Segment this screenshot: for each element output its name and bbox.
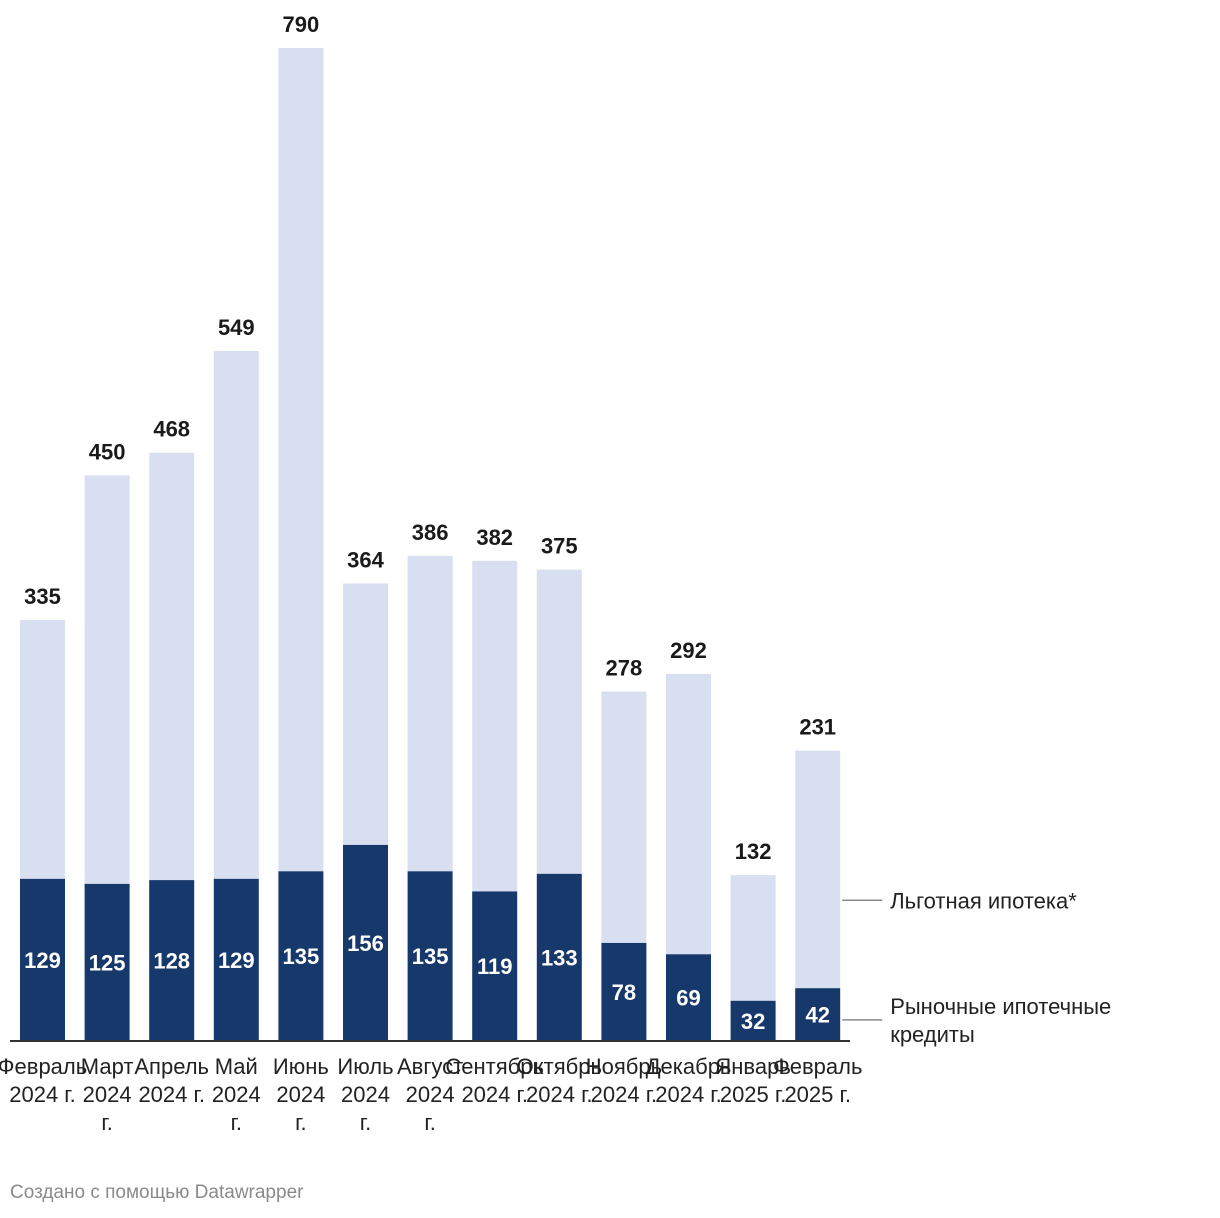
value-labels-layer: 335 129 450 125 468 128 549 129 790 135 364 156 386 1… [24,12,836,1034]
bar-market-0 [20,878,65,1041]
x-tick-label: Февраль 2024 г. [0,1054,87,1107]
market-value-label: 128 [153,949,190,974]
x-tick-label: Февраль 2025 г. [773,1054,862,1107]
x-tick-label: Май 2024 г. [212,1054,261,1135]
total-label: 278 [606,656,643,681]
x-tick-label: Август 2024 г. [397,1054,463,1135]
total-label: 790 [283,12,320,37]
bar-market-10 [666,954,711,1041]
bar-preferential-8 [536,569,582,874]
market-value-label: 69 [676,986,700,1011]
total-label: 335 [24,584,61,609]
market-value-label: 129 [24,948,61,973]
bar-market-7 [472,891,518,1041]
x-tick-label: Июнь 2024 г. [273,1054,329,1135]
market-value-label: 135 [412,944,449,969]
legend-market-mortgage: Рыночные ипотечные кредиты [890,994,1111,1047]
bars-layer [20,48,841,1041]
x-tick-label: Апрель 2024 г. [134,1054,209,1107]
total-label: 132 [735,839,772,864]
total-label: 364 [347,547,384,572]
total-label: 386 [412,520,449,545]
market-value-label: 129 [218,948,255,973]
bar-preferential-11 [730,875,776,1001]
market-value-label: 125 [89,950,126,975]
total-label: 450 [89,439,126,464]
bar-preferential-2 [149,452,195,881]
market-value-label: 135 [283,944,320,969]
market-value-label: 32 [741,1009,765,1034]
bar-preferential-10 [666,673,711,955]
bar-preferential-1 [84,475,130,884]
bar-preferential-12 [795,750,841,989]
x-tick-label: Декабрь 2024 г. [646,1054,732,1107]
bar-market-1 [84,883,130,1041]
bar-preferential-0 [20,619,65,879]
bar-market-12 [795,988,841,1041]
bar-market-6 [407,871,453,1041]
bar-preferential-5 [343,583,388,845]
credit-footer: Создано с помощью Datawrapper [10,1182,304,1203]
bar-market-4 [278,871,324,1041]
x-tick-label: Январь 2025 г. [715,1054,790,1107]
bar-preferential-4 [278,48,324,872]
total-label: 292 [670,638,707,663]
market-value-label: 133 [541,945,578,970]
market-value-label: 156 [347,931,384,956]
bar-preferential-9 [601,691,647,943]
x-tick-label: Ноябрь 2024 г. [586,1054,662,1107]
total-label: 468 [153,417,190,442]
total-label: 549 [218,315,255,340]
legend: Льготная ипотека* Рыночные ипотечные креди… [842,888,1111,1047]
bar-preferential-6 [407,555,453,872]
x-tick-label: Сентябрь 2024 г. [445,1054,544,1107]
x-tick-label: Октябрь 2024 г. [517,1054,602,1107]
total-label: 382 [476,525,513,550]
bar-market-3 [213,878,259,1041]
bar-market-9 [601,942,647,1041]
total-label: 375 [541,534,578,559]
bar-market-2 [149,880,195,1041]
bar-preferential-3 [213,350,259,879]
market-value-label: 119 [477,954,513,979]
x-tick-label: Июль 2024 г. [337,1054,393,1135]
market-value-label: 42 [805,1003,829,1028]
bar-market-11 [730,1000,776,1041]
bar-market-5 [343,844,388,1041]
total-label: 231 [799,715,836,740]
bar-market-8 [536,873,582,1041]
x-tick-label: Март 2024 г. [81,1054,134,1135]
x-axis-tick-labels: Февраль 2024 г.Март 2024 г.Апрель 2024 г.Май… [0,1054,862,1135]
bar-preferential-7 [472,560,518,892]
market-value-label: 78 [612,980,636,1005]
legend-preferential-mortgage: Льготная ипотека* [890,888,1077,913]
